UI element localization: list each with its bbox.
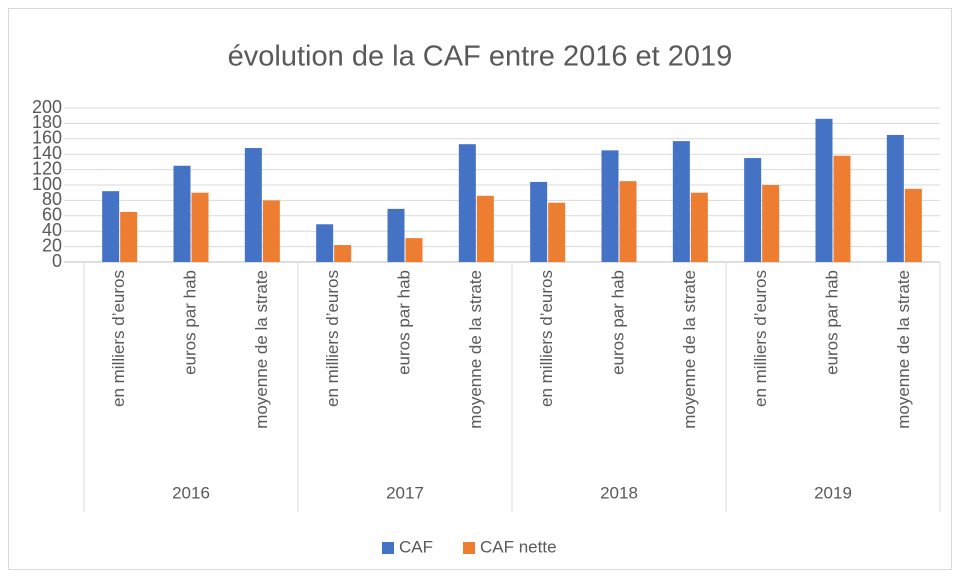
chart-border (8, 8, 952, 570)
legend-swatch (382, 542, 394, 554)
x-tick-label: moyenne de la strate (894, 270, 913, 429)
x-tick-label: en milliers d’euros (323, 270, 342, 407)
legend-swatch (463, 542, 475, 554)
y-tick-label: 160 (32, 128, 62, 148)
bar (262, 200, 280, 262)
bar (886, 134, 904, 262)
y-tick-label: 200 (32, 97, 62, 117)
x-tick-label: euros par hab (394, 270, 413, 375)
chart-title: évolution de la CAF entre 2016 et 2019 (228, 41, 733, 73)
bar (672, 141, 690, 262)
bar (458, 144, 476, 262)
bar (548, 202, 566, 262)
bar (191, 192, 209, 262)
x-tick-label: en milliers d’euros (109, 270, 128, 407)
group-label: 2018 (600, 483, 638, 502)
y-tick-label: 120 (32, 158, 62, 178)
bar (405, 238, 423, 262)
bar (316, 224, 334, 262)
bar (690, 192, 708, 262)
bar (815, 118, 833, 262)
bar (244, 148, 262, 262)
y-tick-label: 180 (32, 112, 62, 132)
bar (173, 165, 191, 262)
bar (120, 211, 138, 262)
bar (762, 185, 780, 262)
y-tick-label: 40 (42, 220, 62, 240)
x-tick-label: en milliers d’euros (751, 270, 770, 407)
bar (530, 181, 548, 262)
bar (102, 191, 120, 262)
x-tick-label: en milliers d’euros (537, 270, 556, 407)
x-tick-label: moyenne de la strate (466, 270, 485, 429)
group-label: 2016 (172, 483, 210, 502)
y-tick-label: 60 (42, 205, 62, 225)
y-tick-label: 80 (42, 189, 62, 209)
group-label: 2017 (386, 483, 424, 502)
bar (601, 150, 619, 262)
x-tick-label: euros par hab (822, 270, 841, 375)
x-tick-label: euros par hab (180, 270, 199, 375)
y-tick-label: 0 (52, 251, 62, 271)
bar (833, 155, 851, 262)
y-tick-label: 20 (42, 235, 62, 255)
legend-label: CAF nette (480, 537, 557, 556)
x-tick-label: moyenne de la strate (680, 270, 699, 429)
bar (476, 195, 494, 262)
y-tick-label: 140 (32, 143, 62, 163)
x-tick-label: moyenne de la strate (252, 270, 271, 429)
bar (334, 245, 352, 262)
bar (387, 208, 405, 262)
legend-label: CAF (399, 537, 433, 556)
group-label: 2019 (814, 483, 852, 502)
bar (744, 158, 762, 262)
bar (619, 181, 637, 262)
y-tick-label: 100 (32, 174, 62, 194)
x-tick-label: euros par hab (608, 270, 627, 375)
bar (904, 188, 922, 262)
